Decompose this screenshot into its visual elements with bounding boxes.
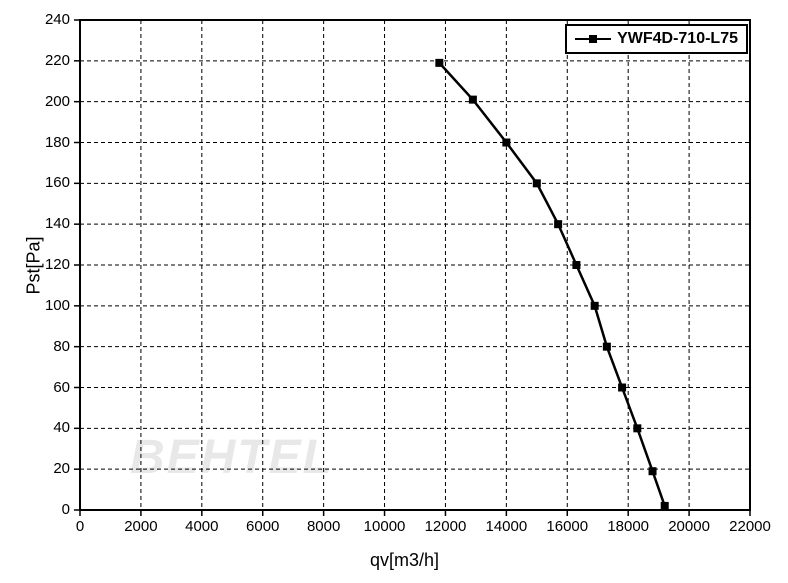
chart-svg [0, 0, 788, 583]
legend-box: YWF4D-710-L75 [565, 24, 748, 54]
legend-text: YWF4D-710-L75 [617, 30, 738, 48]
legend-line-left [575, 38, 589, 40]
legend-square-icon [589, 35, 597, 43]
chart-container: BEHTEL Pst[Pa] qv[m3/h] 0204060801001201… [0, 0, 788, 583]
legend-marker [575, 35, 611, 43]
legend-line-right [597, 38, 611, 40]
